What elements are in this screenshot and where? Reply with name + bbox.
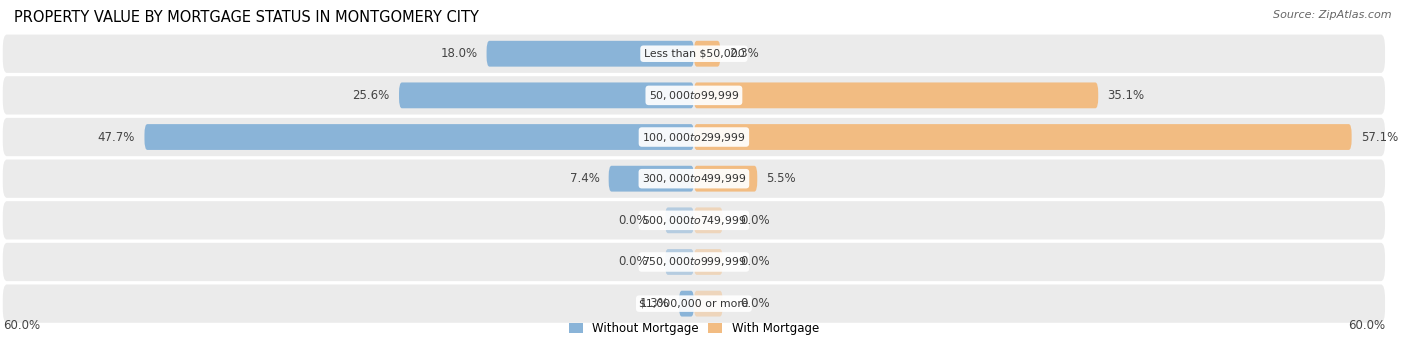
- Text: 60.0%: 60.0%: [1348, 319, 1385, 332]
- FancyBboxPatch shape: [3, 243, 1385, 281]
- Text: $50,000 to $99,999: $50,000 to $99,999: [648, 89, 740, 102]
- Text: 2.3%: 2.3%: [730, 47, 759, 60]
- FancyBboxPatch shape: [679, 291, 695, 316]
- FancyBboxPatch shape: [399, 83, 695, 108]
- FancyBboxPatch shape: [695, 207, 723, 233]
- FancyBboxPatch shape: [695, 124, 1351, 150]
- Text: 60.0%: 60.0%: [3, 319, 39, 332]
- Text: 18.0%: 18.0%: [440, 47, 478, 60]
- FancyBboxPatch shape: [609, 166, 695, 192]
- FancyBboxPatch shape: [665, 249, 695, 275]
- Text: 0.0%: 0.0%: [740, 297, 769, 310]
- Legend: Without Mortgage, With Mortgage: Without Mortgage, With Mortgage: [564, 317, 824, 340]
- FancyBboxPatch shape: [3, 160, 1385, 198]
- Text: $100,000 to $299,999: $100,000 to $299,999: [643, 131, 745, 144]
- Text: $500,000 to $749,999: $500,000 to $749,999: [641, 214, 747, 227]
- Text: 25.6%: 25.6%: [353, 89, 389, 102]
- FancyBboxPatch shape: [3, 201, 1385, 239]
- Text: 57.1%: 57.1%: [1361, 131, 1398, 144]
- Text: $750,000 to $999,999: $750,000 to $999,999: [641, 255, 747, 268]
- Text: $1,000,000 or more: $1,000,000 or more: [640, 299, 748, 309]
- Text: 0.0%: 0.0%: [619, 214, 648, 227]
- FancyBboxPatch shape: [695, 166, 758, 192]
- Text: $300,000 to $499,999: $300,000 to $499,999: [641, 172, 747, 185]
- Text: 5.5%: 5.5%: [766, 172, 796, 185]
- FancyBboxPatch shape: [3, 118, 1385, 156]
- FancyBboxPatch shape: [3, 34, 1385, 73]
- Text: 35.1%: 35.1%: [1108, 89, 1144, 102]
- FancyBboxPatch shape: [695, 83, 1098, 108]
- FancyBboxPatch shape: [145, 124, 695, 150]
- Text: 7.4%: 7.4%: [569, 172, 599, 185]
- FancyBboxPatch shape: [695, 249, 723, 275]
- Text: 1.3%: 1.3%: [640, 297, 669, 310]
- Text: Less than $50,000: Less than $50,000: [644, 49, 744, 59]
- FancyBboxPatch shape: [695, 291, 723, 316]
- FancyBboxPatch shape: [695, 41, 720, 66]
- Text: 0.0%: 0.0%: [740, 255, 769, 268]
- FancyBboxPatch shape: [486, 41, 695, 66]
- FancyBboxPatch shape: [665, 207, 695, 233]
- FancyBboxPatch shape: [3, 76, 1385, 115]
- Text: 47.7%: 47.7%: [98, 131, 135, 144]
- FancyBboxPatch shape: [3, 284, 1385, 323]
- Text: Source: ZipAtlas.com: Source: ZipAtlas.com: [1274, 10, 1392, 20]
- Text: 0.0%: 0.0%: [740, 214, 769, 227]
- Text: PROPERTY VALUE BY MORTGAGE STATUS IN MONTGOMERY CITY: PROPERTY VALUE BY MORTGAGE STATUS IN MON…: [14, 10, 479, 25]
- Text: 0.0%: 0.0%: [619, 255, 648, 268]
